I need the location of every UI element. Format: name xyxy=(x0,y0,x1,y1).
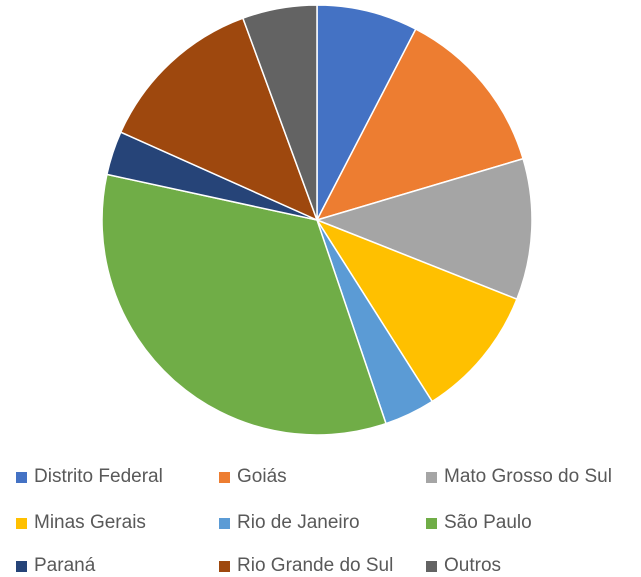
legend-label-minas-gerais: Minas Gerais xyxy=(34,512,146,533)
pie-slice-sao-paulo xyxy=(101,173,387,436)
legend-label-parana: Paraná xyxy=(34,555,96,576)
legend-label-mato-grosso-do-sul: Mato Grosso do Sul xyxy=(444,466,612,487)
legend-item-rio-de-janeiro: Rio de Janeiro xyxy=(219,512,360,534)
pie-slice-rio-grande-do-sul xyxy=(119,17,319,222)
legend-label-distrito-federal: Distrito Federal xyxy=(34,466,163,487)
legend-item-minas-gerais: Minas Gerais xyxy=(16,512,146,534)
legend-label-outros: Outros xyxy=(444,555,502,576)
legend-swatch-rio-de-janeiro xyxy=(219,517,230,529)
legend-label-rio-de-janeiro: Rio de Janeiro xyxy=(237,512,360,533)
legend-swatch-goias xyxy=(219,471,230,483)
pie-chart-canvas xyxy=(101,4,533,436)
legend-item-sao-paulo: São Paulo xyxy=(426,512,532,534)
legend-swatch-sao-paulo xyxy=(426,517,437,529)
pie-slice-mato-grosso-do-sul xyxy=(314,157,533,301)
legend-label-rio-grande-do-sul: Rio Grande do Sul xyxy=(237,555,394,576)
legend-item-mato-grosso-do-sul: Mato Grosso do Sul xyxy=(426,466,612,488)
legend-item-outros: Outros xyxy=(426,555,501,577)
legend-item-rio-grande-do-sul: Rio Grande do Sul xyxy=(219,555,393,577)
legend-item-distrito-federal: Distrito Federal xyxy=(16,466,163,488)
legend-label-sao-paulo: São Paulo xyxy=(444,512,532,533)
pie-slice-goias xyxy=(315,28,525,222)
legend-swatch-minas-gerais xyxy=(16,517,27,529)
legend-swatch-distrito-federal xyxy=(16,471,27,483)
legend-swatch-outros xyxy=(426,560,437,572)
pie-slice-distrito-federal xyxy=(316,4,417,221)
legend-swatch-rio-grande-do-sul xyxy=(219,560,230,572)
pie-slice-outros xyxy=(241,4,318,221)
legend-item-goias: Goiás xyxy=(219,466,287,488)
legend-label-goias: Goiás xyxy=(237,466,287,487)
legend-item-parana: Paraná xyxy=(16,555,95,577)
pie-slice-minas-gerais xyxy=(315,218,518,403)
legend-swatch-mato-grosso-do-sul xyxy=(426,471,437,483)
legend-swatch-parana xyxy=(16,560,27,572)
